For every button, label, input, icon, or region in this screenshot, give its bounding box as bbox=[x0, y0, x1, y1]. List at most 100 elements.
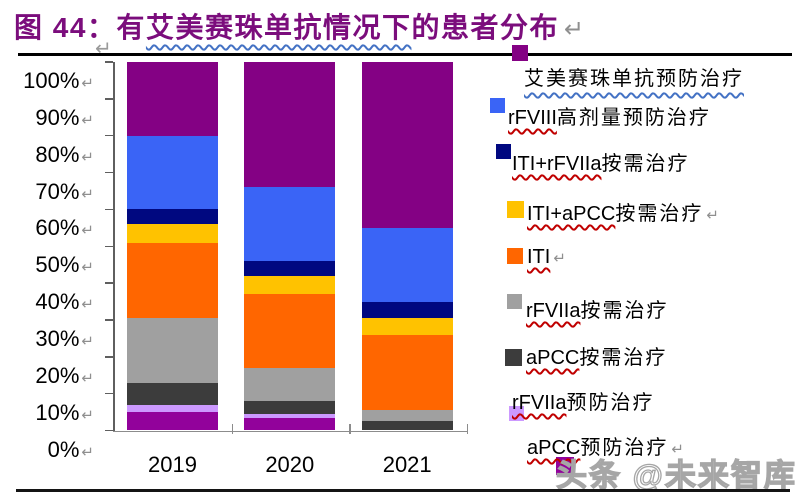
figure-title-post: 的患者分布 bbox=[411, 12, 559, 43]
y-axis-label: 0% ↵ bbox=[6, 437, 94, 463]
bar-segment-2020-rFVIII高剂量预防治疗 bbox=[244, 187, 336, 261]
bar-segment-2021-aPCC按需治疗 bbox=[361, 421, 453, 431]
return-mark-icon: ↵ bbox=[563, 16, 585, 43]
return-mark-icon: ↵ bbox=[81, 75, 94, 92]
bar-2021 bbox=[361, 62, 453, 431]
y-axis-label-text: 50% bbox=[35, 252, 80, 278]
legend-label-latin: aPCC bbox=[526, 347, 580, 369]
return-mark-icon: ↵ bbox=[81, 222, 94, 240]
return-mark-icon: ↵ bbox=[81, 185, 94, 203]
y-axis-tick bbox=[105, 282, 113, 284]
bar-segment-2020-rFVIIa预防治疗 bbox=[244, 413, 336, 418]
bar-segment-2019-rFVIII高剂量预防治疗 bbox=[127, 135, 218, 210]
return-mark-icon: ↵ bbox=[81, 369, 94, 387]
bar-segment-2021-艾美赛珠单抗预防治疗 bbox=[361, 62, 453, 228]
y-axis-tick bbox=[105, 134, 113, 137]
legend-label-cjk: 高剂量预防治疗 bbox=[556, 107, 711, 129]
return-mark-icon: ↵ bbox=[706, 207, 719, 224]
bar-segment-2019-ITI bbox=[127, 242, 218, 319]
y-axis-tick bbox=[105, 171, 113, 174]
y-axis-tick bbox=[105, 208, 113, 211]
return-mark-icon: ↵ bbox=[95, 38, 112, 60]
bar-segment-2020-aPCC预防治疗 bbox=[244, 417, 336, 431]
legend-label-rFVIIa预防治疗: rFVIIa预防治疗 bbox=[512, 386, 654, 415]
legend-label-ITI+rFVIIa按需治疗: ITI+rFVIIa按需治疗 bbox=[512, 147, 689, 176]
return-mark-icon: ↵ bbox=[81, 406, 94, 424]
bar-segment-2021-rFVIIa按需治疗 bbox=[361, 410, 453, 422]
bar-segment-2019-艾美赛珠单抗预防治疗 bbox=[127, 62, 218, 136]
y-axis-label-text: 80% bbox=[35, 141, 80, 167]
figure-title-wavy: 艾美赛珠单抗情况下 bbox=[145, 12, 412, 43]
bar-segment-2020-rFVIIa按需治疗 bbox=[244, 367, 336, 401]
figure-title: 图 44：有艾美赛珠单抗情况下的患者分布 ↵ bbox=[14, 6, 584, 46]
return-mark-icon: ↵ bbox=[81, 332, 94, 350]
watermark: 头条 @未来智库 bbox=[555, 457, 796, 493]
y-axis-line bbox=[113, 62, 115, 432]
y-axis-label: 100% ↵ bbox=[6, 68, 94, 94]
legend-swatch-ITI bbox=[507, 248, 523, 264]
legend-label-latin: rFVIIa bbox=[512, 392, 567, 414]
divider-top bbox=[18, 53, 792, 56]
legend-label-latin: rFVIII bbox=[508, 107, 557, 129]
figure-title-pre: 图 44：有 bbox=[14, 12, 146, 43]
bar-segment-2019-aPCC按需治疗 bbox=[127, 382, 218, 405]
return-mark-icon: ↵ bbox=[81, 443, 94, 461]
y-axis-label: 10% ↵ bbox=[6, 400, 94, 426]
bar-2019 bbox=[127, 62, 218, 431]
y-axis-label-text: 70% bbox=[35, 178, 80, 204]
legend-swatch-rFVIIa预防治疗 bbox=[509, 406, 524, 421]
legend-label-cjk: 按需治疗 bbox=[580, 300, 669, 322]
bar-segment-2019-ITI+aPCC按需治疗 bbox=[127, 224, 218, 243]
legend-label-cjk: 按需治疗 bbox=[579, 347, 668, 369]
y-axis-tick bbox=[105, 245, 113, 247]
return-mark-icon: ↵ bbox=[81, 148, 94, 166]
x-axis-tick bbox=[349, 423, 351, 434]
x-axis-label: 2020 bbox=[265, 452, 315, 477]
legend-swatch-rFVIII高剂量预防治疗 bbox=[490, 98, 505, 113]
bar-2020 bbox=[244, 62, 336, 431]
legend-label-latin: ITI bbox=[527, 246, 551, 268]
bar-segment-2020-aPCC按需治疗 bbox=[244, 400, 336, 414]
y-axis-label: 40% ↵ bbox=[6, 289, 94, 315]
y-axis-label-text: 30% bbox=[35, 325, 80, 351]
y-axis-tick bbox=[105, 392, 113, 395]
legend-label-ITI+aPCC按需治疗: ITI+aPCC按需治疗 ↵ bbox=[527, 197, 719, 226]
bar-segment-2021-ITI+aPCC按需治疗 bbox=[361, 318, 453, 335]
legend-label-latin: ITI+aPCC bbox=[527, 203, 616, 225]
legend-label-cjk: 艾美赛珠单抗预防治疗 bbox=[524, 68, 744, 90]
x-axis-label: 2021 bbox=[382, 452, 432, 477]
y-axis-tick bbox=[105, 319, 113, 321]
bar-segment-2021-ITI bbox=[361, 334, 453, 411]
legend-swatch-aPCC按需治疗 bbox=[505, 349, 522, 366]
y-axis-tick bbox=[105, 61, 113, 63]
legend-swatch-ITI+rFVIIa按需治疗 bbox=[496, 144, 511, 159]
y-axis-label: 50% ↵ bbox=[6, 252, 94, 278]
return-mark-icon: ↵ bbox=[81, 111, 94, 129]
legend-label-cjk: 按需治疗 bbox=[615, 203, 704, 225]
y-axis-label-text: 60% bbox=[35, 215, 80, 241]
return-mark-icon: ↵ bbox=[553, 250, 566, 267]
bar-segment-2021-ITI+rFVIIa按需治疗 bbox=[361, 301, 453, 319]
bar-segment-2020-ITI+aPCC按需治疗 bbox=[244, 275, 336, 295]
y-axis-label-text: 0% bbox=[47, 436, 80, 462]
legend-label-ITI: ITI ↵ bbox=[527, 246, 566, 269]
y-axis-tick bbox=[105, 429, 113, 432]
legend-label-latin: rFVIIa bbox=[526, 300, 581, 322]
y-axis-label: 80% ↵ bbox=[6, 142, 94, 168]
x-axis-tick bbox=[466, 423, 468, 434]
legend-label-rFVIIa按需治疗: rFVIIa按需治疗 bbox=[526, 294, 668, 323]
legend-label-cjk: 按需治疗 bbox=[601, 153, 690, 175]
legend-label-latin: ITI+rFVIIa bbox=[512, 153, 602, 175]
legend-label-rFVIII高剂量预防治疗: rFVIII高剂量预防治疗 bbox=[508, 101, 711, 130]
y-axis-label: 90% ↵ bbox=[6, 105, 94, 131]
legend-label-艾美赛珠单抗预防治疗: 艾美赛珠单抗预防治疗 bbox=[524, 62, 744, 91]
y-axis-label: 30% ↵ bbox=[6, 326, 94, 352]
y-axis-label-text: 20% bbox=[35, 362, 80, 388]
bar-segment-2020-ITI+rFVIIa按需治疗 bbox=[244, 260, 336, 276]
y-axis-label: 20% ↵ bbox=[6, 363, 94, 389]
x-axis-label: 2019 bbox=[148, 452, 197, 477]
y-axis-tick bbox=[105, 356, 113, 358]
